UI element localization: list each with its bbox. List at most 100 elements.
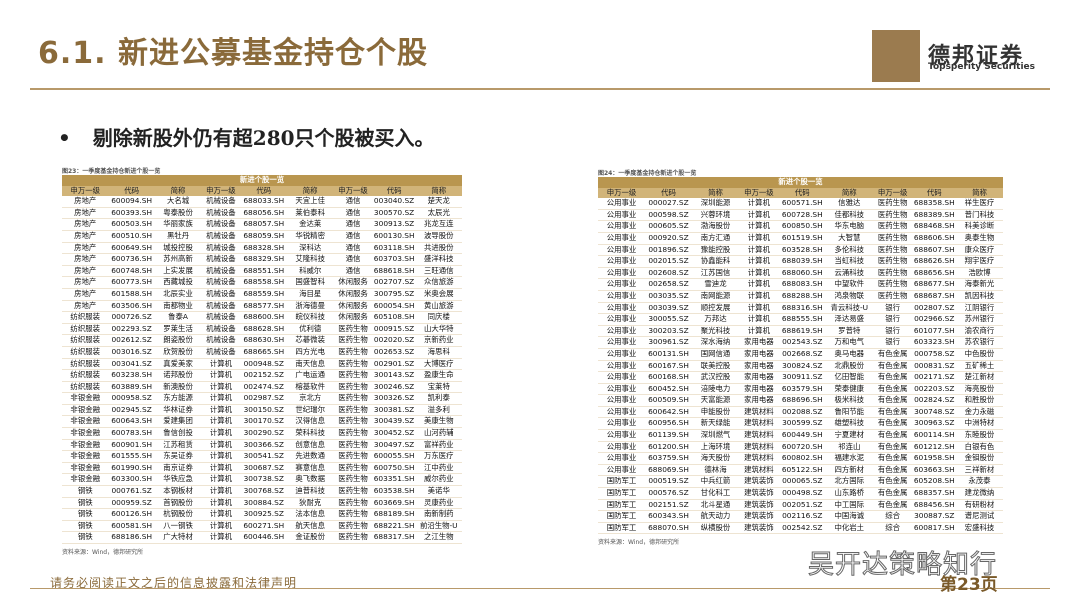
- table-cell: 谱尼测试: [964, 511, 995, 521]
- table-cell: 非银金融: [70, 474, 100, 484]
- column-header: 简称: [955, 187, 1003, 199]
- table-cell: 国防军工: [606, 499, 637, 509]
- table-cell: 武汉控股: [700, 372, 731, 382]
- column-header: 申万一级: [872, 187, 913, 199]
- table-cell: 万和电气: [834, 337, 865, 347]
- table-cell: 建筑装饰: [744, 499, 774, 509]
- table-cell: 300748.SZ: [914, 406, 955, 416]
- table-cell: 600571.SH: [781, 198, 823, 208]
- table-cell: 有色金属: [877, 406, 908, 416]
- table-cell: 300541.SZ: [243, 451, 284, 461]
- table-cell: 300290.SZ: [243, 428, 284, 438]
- table-cell: 华林证券: [163, 404, 193, 414]
- table-row: 房地产 600510.SH 黑牡丹 机械设备 688059.SH 华锐精密 通信 600130…: [62, 230, 462, 243]
- table-cell: 兴蓉环境: [700, 209, 731, 219]
- table-cell: 300884.SZ: [243, 497, 284, 507]
- table-cell: 盛洋科技: [423, 254, 454, 264]
- table-cell: 南天信息: [295, 358, 325, 368]
- table-cell: 共进股份: [423, 242, 454, 252]
- table-cell: 中洲特材: [964, 418, 995, 428]
- table-cell: 非银金融: [70, 393, 100, 403]
- table-cell: 688389.SH: [913, 209, 955, 219]
- column-header: 申万一级: [333, 185, 373, 197]
- table-row: 钢铁 688186.SH 广大特材 计算机 600446.SH 金证股份 医药生物 68831…: [62, 532, 462, 544]
- table-cell: 300925.SZ: [243, 509, 284, 519]
- table-cell: 医药生物: [338, 497, 368, 507]
- table-cell: 600094.SH: [111, 196, 153, 206]
- table-cell: 600901.SH: [111, 439, 153, 449]
- table-cell: 公用事业: [606, 337, 637, 347]
- column-header: 申万一级: [739, 187, 779, 199]
- table-cell: 603703.SH: [373, 254, 415, 264]
- table-cell: 有色金属: [877, 372, 908, 382]
- table-cell: 603663.SH: [913, 464, 955, 474]
- table-cell: 601588.SH: [111, 288, 153, 298]
- table-cell: 普门科技: [964, 209, 995, 219]
- table-cell: 医药生物: [338, 451, 368, 461]
- table-cell: 603300.SH: [111, 474, 153, 484]
- table-cell: 公用事业: [606, 256, 637, 266]
- table-cell: 三旺通信: [423, 265, 454, 275]
- table-cell: 有色金属: [877, 488, 908, 498]
- table-cell: 京新药业: [423, 335, 454, 345]
- table-cell: 房地产: [74, 254, 97, 264]
- table-cell: 机械设备: [206, 242, 236, 252]
- table-cell: 医药生物: [338, 370, 368, 380]
- table-cell: 南新制药: [423, 509, 454, 519]
- table-cell: 鲁阳节能: [834, 406, 865, 416]
- table-cell: 600130.SH: [373, 230, 415, 240]
- table-cell: 公用事业: [606, 302, 637, 312]
- group-header-row: 新进个股一览: [598, 177, 1003, 188]
- table-cell: 亿田智能: [834, 372, 865, 382]
- table-cell: 房地产: [74, 207, 97, 217]
- table-cell: 300497.SZ: [373, 439, 415, 449]
- table-cell: 计算机: [747, 232, 770, 242]
- table-cell: 多伦科技: [834, 244, 865, 254]
- table-cell: 688577.SH: [243, 300, 285, 310]
- table-cell: 西藏城投: [163, 277, 193, 287]
- table-cell: 有色金属: [877, 464, 908, 474]
- table-cell: 公用事业: [606, 325, 637, 335]
- table-cell: 国防军工: [606, 476, 637, 486]
- table-cell: 688059.SH: [243, 230, 285, 240]
- table-row: 纺织服装 003041.SZ 真爱美家 计算机 000948.SZ 南天信息 医药生物 002…: [62, 358, 462, 370]
- table-cell: 300738.SZ: [243, 474, 284, 484]
- table-cell: 688558.SH: [243, 277, 285, 287]
- table-row: 房地产 600748.SH 上实发展 机械设备 688551.SH 科威尔 通信 688618…: [62, 265, 462, 277]
- table-cell: 002653.SZ: [373, 346, 415, 356]
- table-cell: 爱建集团: [163, 416, 193, 426]
- table-cell: 休闲服务: [338, 277, 368, 287]
- table-cell: 300768.SZ: [243, 486, 284, 496]
- table-cell: 山大华特: [423, 323, 454, 333]
- table-cell: 688656.SH: [913, 267, 955, 277]
- table-cell: 002807.SZ: [914, 302, 955, 312]
- table-cell: 000948.SZ: [243, 358, 284, 368]
- table-cell: 计算机: [747, 256, 770, 266]
- table-cell: 江苏租赁: [163, 439, 193, 449]
- table-cell: 688551.SH: [243, 265, 285, 275]
- table-cell: 极米科技: [834, 395, 865, 405]
- table-cell: 有色金属: [877, 395, 908, 405]
- table-cell: 603351.SH: [373, 474, 415, 484]
- table-cell: 广大特材: [163, 532, 193, 542]
- table-cell: 荣科科技: [295, 428, 325, 438]
- table-cell: 有色金属: [877, 383, 908, 393]
- table-cell: 钢铁: [77, 509, 93, 519]
- table-cell: 计算机: [209, 462, 232, 472]
- table-cell: 祥生医疗: [964, 198, 995, 208]
- table-cell: 600271.SH: [243, 520, 285, 530]
- table-cell: 300170.SZ: [243, 416, 284, 426]
- table-cell: 宁夏建材: [834, 430, 865, 440]
- table-row: 钢铁 000761.SZ 本钢板材 计算机 300768.SZ 迪普科技 医药生物 60353…: [62, 486, 462, 498]
- table-cell: 银行: [885, 337, 901, 347]
- table-cell: 和胜股份: [964, 395, 995, 405]
- table-cell: 688033.SH: [243, 196, 285, 206]
- table-cell: 688619.SH: [781, 325, 823, 335]
- table-cell: 前沿生物-U: [419, 520, 458, 530]
- table-cell: 688288.SH: [781, 290, 823, 300]
- table-cell: 航天信息: [295, 520, 325, 530]
- table-cell: 世纪瑞尔: [295, 404, 325, 414]
- table-cell: 科美诊断: [964, 221, 995, 231]
- table-cell: 计算机: [209, 428, 232, 438]
- table-row: 钢铁 000959.SZ 首钢股份 计算机 300884.SZ 狄耐克 医药生物 603669…: [62, 497, 462, 509]
